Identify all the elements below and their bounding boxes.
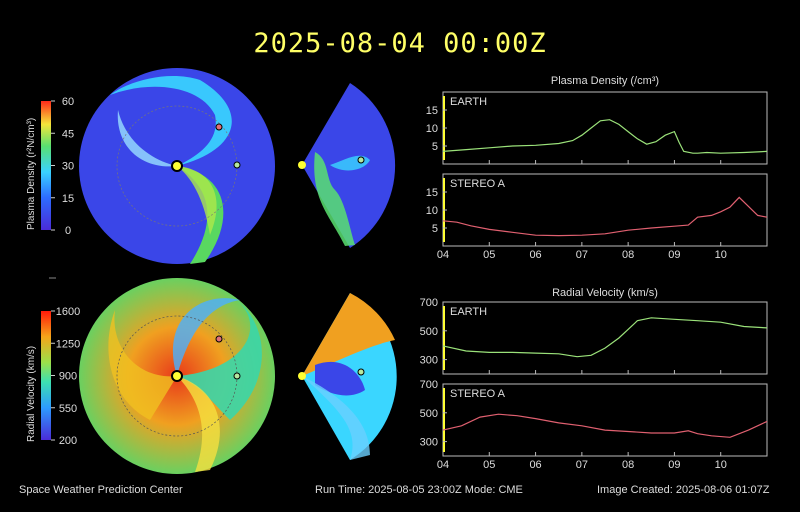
velocity-colorbar — [41, 311, 51, 440]
colorbar-tick-label: 30 — [62, 161, 74, 173]
plot-title: Plasma Density (/cm³) — [551, 75, 659, 87]
panel-label: EARTH — [450, 306, 487, 318]
colorbar-tick-label: 15 — [62, 193, 74, 205]
x-tick-label: 06 — [529, 249, 541, 261]
series-line-stereo-a — [442, 413, 768, 438]
y-tick-label: 700 — [420, 379, 438, 391]
series-line-earth — [442, 317, 768, 358]
x-tick-label: 08 — [622, 249, 634, 261]
y-tick-label: 300 — [420, 355, 438, 367]
colorbar-tick-label: 45 — [62, 128, 74, 140]
x-tick-label: 10 — [715, 459, 727, 471]
x-tick-label: 09 — [668, 249, 680, 261]
x-tick-label: 05 — [483, 459, 495, 471]
y-tick-label: 300 — [420, 437, 438, 449]
velocity-ecliptic-map — [79, 278, 275, 474]
y-tick-label: 15 — [426, 105, 438, 117]
x-tick-label: 07 — [576, 249, 588, 261]
density-meridional-map — [298, 83, 396, 248]
density-ecliptic-map — [79, 68, 275, 264]
plot-frame — [442, 301, 768, 375]
x-tick-label: 06 — [529, 459, 541, 471]
velocity-colorbar-label: Radial Velocity (km/s) — [26, 346, 37, 442]
page-title: 2025-08-04 00:00Z — [253, 28, 547, 59]
y-tick-label: 500 — [420, 408, 438, 420]
colorbar-tick-label: 0 — [65, 225, 71, 237]
plot-title: Radial Velocity (km/s) — [552, 287, 658, 299]
density-colorbar — [41, 101, 51, 230]
panel-label: STEREO A — [450, 178, 506, 190]
x-tick-label: 10 — [715, 249, 727, 261]
series-line-earth — [442, 119, 768, 154]
density-colorbar-ticks: 60 45 30 15 0 — [51, 96, 74, 237]
y-tick-label: 500 — [420, 326, 438, 338]
y-tick-label: 5 — [432, 223, 438, 235]
x-tick-label: 07 — [576, 459, 588, 471]
x-tick-label: 04 — [437, 249, 449, 261]
colorbar-tick-label: 200 — [59, 435, 77, 447]
colorbar-tick-label: 1600 — [56, 306, 80, 318]
x-tick-label: 08 — [622, 459, 634, 471]
colorbar-tick-label: 1250 — [56, 338, 80, 350]
velocity-colorbar-ticks: 1600 1250 900 550 200 — [51, 306, 80, 447]
y-tick-label: 10 — [426, 123, 438, 135]
x-tick-label: 05 — [483, 249, 495, 261]
footer-run-time: Run Time: 2025-08-05 23:00Z Mode: CME — [315, 484, 523, 496]
colorbar-tick-label: 550 — [59, 403, 77, 415]
y-tick-label: 5 — [432, 141, 438, 153]
series-line-stereo-a — [442, 196, 768, 237]
footer-image-created: Image Created: 2025-08-06 01:07Z — [597, 484, 770, 496]
y-tick-label: 700 — [420, 297, 438, 309]
footer-org: Space Weather Prediction Center — [19, 484, 183, 496]
colorbar-tick-label: 60 — [62, 96, 74, 108]
panel-label: EARTH — [450, 96, 487, 108]
panel-label: STEREO A — [450, 388, 506, 400]
x-tick-label: 09 — [668, 459, 680, 471]
x-tick-label: 04 — [437, 459, 449, 471]
colorbar-tick-label: 900 — [59, 371, 77, 383]
velocity-meridional-map — [298, 293, 397, 460]
y-tick-label: 15 — [426, 187, 438, 199]
density-colorbar-label: Plasma Density (r²N/cm³) — [26, 118, 37, 230]
y-tick-label: 10 — [426, 205, 438, 217]
